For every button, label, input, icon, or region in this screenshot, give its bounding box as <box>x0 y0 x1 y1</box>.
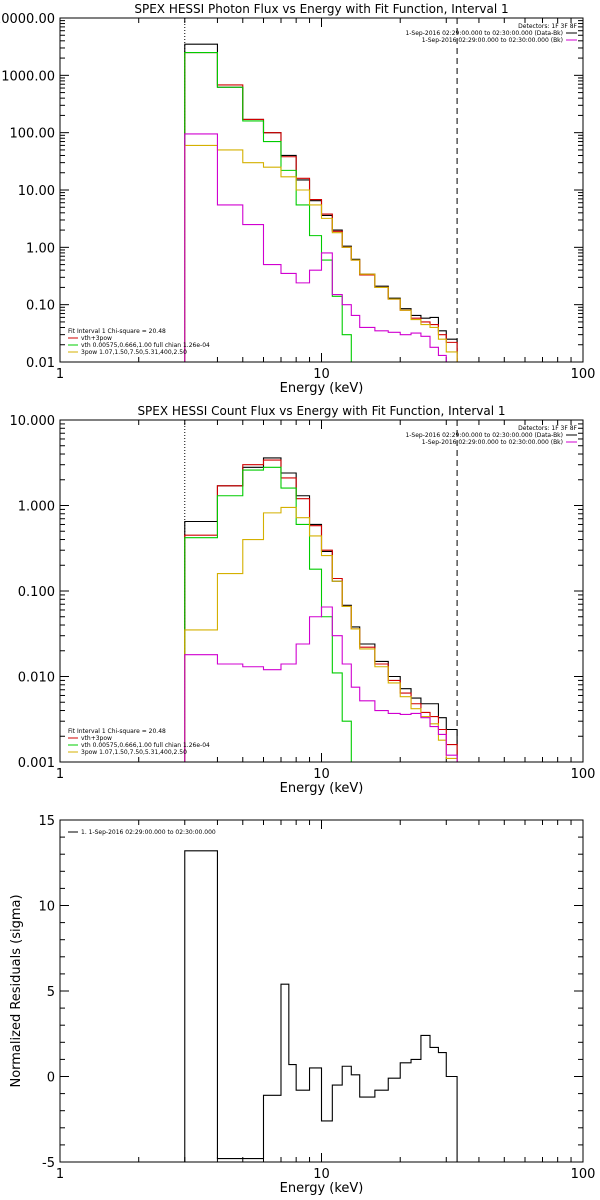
legend-header: Fit Interval 1 Chi-square = 20.48 <box>68 328 166 335</box>
legend-entry-label: vth+3pow <box>81 335 112 342</box>
y-axis: 0.001 0.010 0.100 1.000 10.000 <box>10 414 583 771</box>
x-tick-label: 100 <box>571 1167 596 1182</box>
y-axis: 0.01 0.10 1.00 10.00 100.00 1000.00 10000.00 <box>0 12 583 371</box>
y-tick-label: 10 <box>38 900 55 915</box>
data-series <box>184 850 458 1162</box>
x-axis-label: Energy (keV) <box>280 381 364 396</box>
legend-right: Detectors: 1F 3F 8F1-Sep-2016 02:29:00.0… <box>405 23 577 44</box>
plot-frame <box>59 419 584 763</box>
x-tick-label: 10 <box>313 1167 330 1182</box>
series-line-2 <box>184 459 458 762</box>
plot-frame <box>59 819 584 1163</box>
legend-entry-label: vth 0.00575,0.666,1.00 full chian 1.26e-… <box>81 342 210 349</box>
y-tick-label: 0.10 <box>26 299 55 314</box>
legend-entry-label: vth 0.00575,0.666,1.00 full chian 1.26e-… <box>81 742 210 749</box>
y-tick-label: 10.00 <box>18 184 55 199</box>
legend-right: Detectors: 1F 3F 8F1-Sep-2016 02:29:00.0… <box>405 425 577 446</box>
legend-header: Detectors: 1F 3F 8F <box>518 425 577 432</box>
y-tick-label: 10.000 <box>10 414 56 429</box>
x-axis-label: Energy (keV) <box>280 781 364 796</box>
legend-entry-label: 3pow 1.07,1.50,7.50,5.31,400,2.50 <box>81 349 187 356</box>
y-axis-label: Normalized Residuals (sigma) <box>9 894 24 1087</box>
plot-frame <box>59 17 584 363</box>
series-line-1 <box>184 43 458 362</box>
y-axis: -5 0 5 10 15 <box>38 814 583 1171</box>
legend-left: Fit Interval 1 Chi-square = 20.48vth+3po… <box>68 328 210 356</box>
x-axis: 1 10 100 <box>56 820 596 1182</box>
chart-title: SPEX HESSI Count Flux vs Energy with Fit… <box>137 404 505 418</box>
legend-header: Detectors: 1F 3F 8F <box>518 23 577 30</box>
y-tick-label: -5 <box>42 1156 55 1171</box>
x-tick-label: 100 <box>571 767 596 782</box>
chart-panel-3: 1 10 100 Energy (keV) -5 0 5 10 15 Normalized Res… <box>9 814 595 1196</box>
y-tick-label: 10000.00 <box>0 12 55 27</box>
y-tick-label: 0.01 <box>26 356 55 371</box>
chart-title: SPEX HESSI Photon Flux vs Energy with Fi… <box>134 2 508 16</box>
legend-entry-label: vth+3pow <box>81 735 112 742</box>
x-tick-label: 1 <box>56 367 64 382</box>
y-tick-label: 0 <box>47 1071 55 1086</box>
x-tick-label: 1 <box>56 1167 64 1182</box>
y-tick-label: 0.100 <box>18 585 55 600</box>
chart-panel-1: SPEX HESSI Photon Flux vs Energy with Fi… <box>0 2 595 396</box>
y-tick-label: 1.000 <box>18 500 55 515</box>
legend-entry-label: 1-Sep-2016 02:29:00.000 to 02:30:00.000 … <box>422 37 563 44</box>
x-axis: 1 10 100 <box>56 420 596 782</box>
legend-header: Fit Interval 1 Chi-square = 20.48 <box>68 728 166 735</box>
data-series <box>184 457 458 762</box>
x-tick-label: 10 <box>313 767 330 782</box>
series-line-3 <box>184 466 352 762</box>
chart-panel-2: SPEX HESSI Count Flux vs Energy with Fit… <box>10 404 596 796</box>
legend-left: 1. 1-Sep-2016 02:29:00.000 to 02:30:00.0… <box>68 829 216 836</box>
legend-entry-label: 3pow 1.07,1.50,7.50,5.31,400,2.50 <box>81 749 187 756</box>
y-tick-label: 0.001 <box>18 756 55 771</box>
x-tick-label: 10 <box>313 367 330 382</box>
legend-entry-label: 1-Sep-2016 02:29:00.000 to 02:30:00.000 … <box>405 432 563 439</box>
x-tick-label: 100 <box>571 367 596 382</box>
legend-left: Fit Interval 1 Chi-square = 20.48vth+3po… <box>68 728 210 756</box>
y-tick-label: 1000.00 <box>1 69 55 84</box>
x-tick-label: 1 <box>56 767 64 782</box>
y-tick-label: 15 <box>38 814 55 829</box>
series-line-5 <box>184 133 447 362</box>
x-axis-label: Energy (keV) <box>280 1181 364 1196</box>
y-tick-label: 100.00 <box>10 127 56 142</box>
legend-entry-label: 1-Sep-2016 02:29:00.000 to 02:30:00.000 … <box>405 30 563 37</box>
y-tick-label: 1.00 <box>26 241 55 256</box>
series-line-1 <box>184 457 458 762</box>
series-line-4 <box>184 506 458 762</box>
legend-entry-label: 1-Sep-2016 02:29:00.000 to 02:30:00.000 … <box>422 439 563 446</box>
y-tick-label: 5 <box>47 985 55 1000</box>
data-series <box>184 43 458 362</box>
series-line-5 <box>184 606 458 762</box>
legend-entry-label: 1. 1-Sep-2016 02:29:00.000 to 02:30:00.0… <box>81 829 216 836</box>
series-line-1 <box>184 850 458 1162</box>
y-tick-label: 0.010 <box>18 671 55 686</box>
series-line-4 <box>184 144 458 362</box>
